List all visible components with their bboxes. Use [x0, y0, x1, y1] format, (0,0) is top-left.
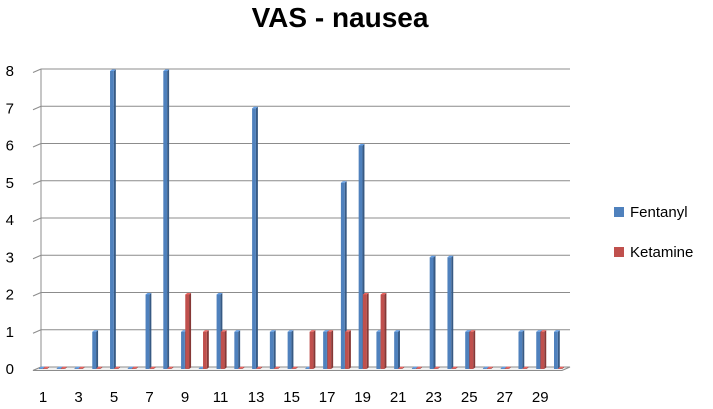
bar-fentanyl-28 — [518, 330, 525, 369]
bar-ketamine-11 — [220, 330, 227, 369]
x-tick-label: 15 — [283, 389, 300, 406]
x-tick-label: 3 — [74, 389, 82, 406]
x-tick-label: 1 — [39, 389, 47, 406]
bar-fentanyl-21 — [394, 330, 400, 369]
bar-fentanyl-30 — [554, 330, 560, 369]
x-tick-label: 13 — [248, 389, 265, 406]
x-tick-label: 27 — [496, 389, 513, 406]
x-tick-label: 19 — [354, 389, 371, 406]
x-tick-label: 9 — [181, 389, 189, 406]
x-tick-label: 21 — [390, 389, 407, 406]
legend-swatch — [614, 207, 624, 217]
bar-ketamine-9 — [185, 293, 192, 369]
bar-fentanyl-18 — [340, 181, 347, 369]
chart-title: VAS - nausea — [252, 2, 429, 33]
gridlines — [32, 68, 570, 371]
y-tick-label: 4 — [6, 212, 14, 229]
x-tick-label: 29 — [532, 389, 549, 406]
bar-ketamine-2 — [60, 366, 67, 369]
bars — [39, 69, 564, 369]
x-tick-label: 11 — [213, 389, 229, 406]
y-tick-label: 7 — [6, 100, 14, 117]
bar-ketamine-13 — [256, 366, 263, 369]
bar-ketamine-28 — [522, 366, 529, 369]
gridline-tick-6 — [32, 143, 42, 148]
gridline-tick-5 — [32, 180, 42, 185]
bar-fentanyl-13 — [252, 106, 258, 369]
x-tick-label: 25 — [461, 389, 478, 406]
bar-ketamine-8 — [167, 366, 174, 369]
bar-ketamine-3 — [78, 366, 85, 369]
bar-ketamine-4 — [96, 366, 103, 369]
y-tick-label: 3 — [6, 249, 14, 266]
bar-ketamine-19 — [362, 293, 369, 369]
bar-fentanyl-4 — [92, 330, 99, 369]
bar-fentanyl-24 — [447, 255, 454, 369]
gridline-tick-3 — [32, 254, 42, 260]
bar-ketamine-10 — [203, 330, 209, 369]
bar-ketamine-29 — [540, 330, 547, 369]
bar-ketamine-25 — [469, 330, 476, 369]
bar-ketamine-20 — [380, 293, 387, 369]
y-axis-ticks: 0 1 2 3 4 5 6 7 8 — [6, 63, 14, 378]
gridline-tick-1 — [32, 329, 42, 334]
bar-ketamine-16 — [309, 330, 316, 369]
bar-ketamine-6 — [131, 366, 138, 369]
gridline-tick-4 — [32, 217, 42, 222]
bar-ketamine-26 — [487, 366, 493, 369]
bar-ketamine-17 — [327, 330, 334, 369]
bar-fentanyl-5 — [110, 69, 116, 369]
legend-swatch — [614, 247, 624, 257]
bar-ketamine-22 — [416, 366, 422, 369]
bar-ketamine-30 — [558, 366, 564, 369]
bar-ketamine-5 — [114, 366, 121, 369]
bar-ketamine-27 — [504, 366, 511, 369]
bar-ketamine-18 — [345, 330, 351, 369]
y-tick-label: 5 — [6, 175, 14, 192]
y-tick-label: 1 — [6, 324, 14, 341]
y-tick-label: 8 — [6, 63, 14, 80]
bar-ketamine-21 — [398, 366, 405, 369]
bar-ketamine-24 — [451, 366, 458, 369]
legend-item-ketamine: Ketamine — [614, 244, 693, 261]
x-tick-label: 23 — [425, 389, 442, 406]
bar-ketamine-15 — [291, 366, 298, 369]
x-tick-label: 5 — [110, 389, 118, 406]
bar-fentanyl-12 — [234, 330, 241, 369]
bar-fentanyl-23 — [429, 255, 436, 369]
legend-item-fentanyl: Fentanyl — [614, 204, 688, 221]
y-tick-label: 6 — [6, 138, 14, 155]
bar-ketamine-23 — [433, 366, 440, 369]
bar-ketamine-7 — [149, 366, 156, 369]
x-tick-label: 7 — [145, 389, 153, 406]
legend-label: Fentanyl — [630, 204, 688, 221]
legend: Fentanyl Ketamine — [614, 204, 693, 261]
gridline-tick-8 — [32, 68, 42, 73]
bar-ketamine-14 — [274, 366, 280, 369]
bar-ketamine-1 — [43, 366, 49, 369]
legend-label: Ketamine — [630, 244, 693, 261]
gridline-tick-2 — [32, 292, 42, 297]
bar-fentanyl-15 — [287, 330, 294, 369]
bar-fentanyl-8 — [163, 69, 170, 369]
y-tick-label: 2 — [6, 287, 14, 304]
y-tick-label: 0 — [6, 361, 14, 378]
gridline-tick-7 — [32, 105, 42, 111]
x-axis-ticks: 1 3 5 7 9 11 13 15 17 19 21 23 25 27 29 — [39, 389, 549, 406]
bar-fentanyl-14 — [269, 330, 276, 369]
bar-ketamine-12 — [238, 366, 245, 369]
bar-fentanyl-7 — [145, 293, 152, 369]
x-tick-label: 17 — [319, 389, 336, 406]
